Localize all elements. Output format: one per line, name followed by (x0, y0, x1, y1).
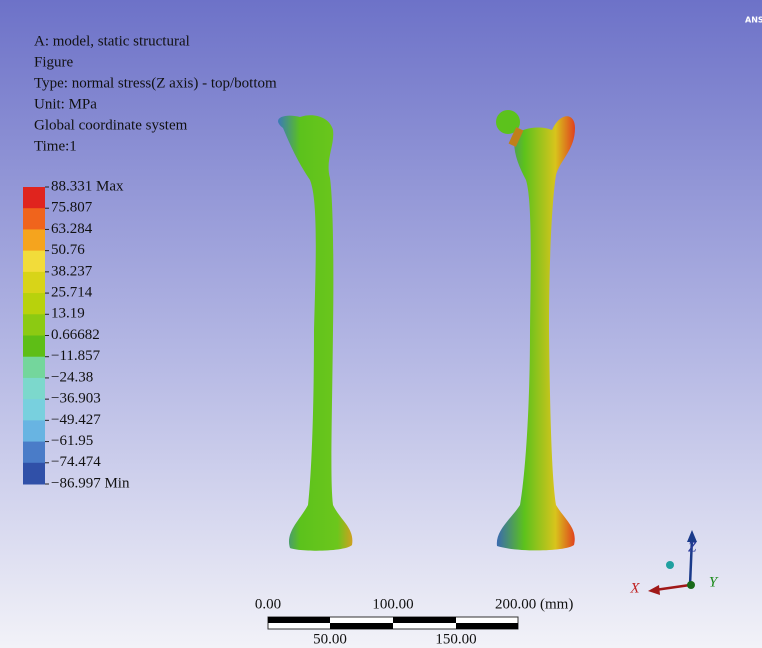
legend-label: −11.857 (51, 348, 101, 364)
logo: ANSYS (745, 16, 762, 25)
scale-label: 100.00 (372, 596, 413, 612)
legend-swatch (23, 229, 45, 251)
legend-swatch (23, 357, 45, 379)
axis-x: X (629, 580, 640, 596)
legend-label: 0.66682 (51, 327, 100, 343)
header-line: Global coordinate system (34, 117, 188, 133)
legend-swatch (23, 208, 45, 230)
legend-label: −86.997 Min (51, 475, 130, 491)
scale-label: 50.00 (313, 631, 347, 647)
scale-segment (268, 617, 330, 623)
legend-swatch (23, 399, 45, 421)
scale-segment (393, 617, 456, 623)
legend-swatch (23, 314, 45, 336)
legend-swatch (23, 272, 45, 294)
scale-segment (456, 623, 518, 629)
background (0, 0, 762, 648)
header-line: Figure (34, 54, 74, 70)
viewport: A: model, static structural Figure Type: n… (0, 0, 762, 648)
legend-label: 63.284 (51, 221, 93, 237)
legend-label: 75.807 (51, 200, 93, 216)
legend-label: 88.331 Max (51, 178, 124, 194)
legend-label: −74.474 (51, 454, 101, 470)
legend-swatch (23, 336, 45, 358)
legend-label: 50.76 (51, 242, 85, 258)
legend-swatch (23, 442, 45, 464)
header-line: Unit: MPa (34, 96, 97, 112)
legend-label: −61.95 (51, 433, 93, 449)
header-line: A: model, static structural (34, 33, 190, 49)
legend-swatch (23, 293, 45, 315)
legend-label: −36.903 (51, 391, 101, 407)
scale-segment (330, 623, 393, 629)
legend-label: 38.237 (51, 263, 93, 279)
legend-label: 25.714 (51, 285, 93, 301)
legend-swatch (23, 378, 45, 400)
legend-label: −24.38 (51, 369, 93, 385)
legend-swatch (23, 420, 45, 442)
legend-swatch (23, 463, 45, 485)
legend-swatch (23, 187, 45, 209)
scale-label: 150.00 (435, 631, 476, 647)
header-line: Type: normal stress(Z axis) - top/bottom (34, 75, 277, 91)
header-line: Time:1 (34, 138, 77, 154)
legend-swatch (23, 251, 45, 273)
legend-label: −49.427 (51, 412, 101, 428)
scale-label: 200.00 (mm) (495, 596, 573, 612)
scale-label: 0.00 (255, 596, 281, 612)
legend-label: 13.19 (51, 306, 85, 322)
axis-z: Z (688, 539, 697, 555)
